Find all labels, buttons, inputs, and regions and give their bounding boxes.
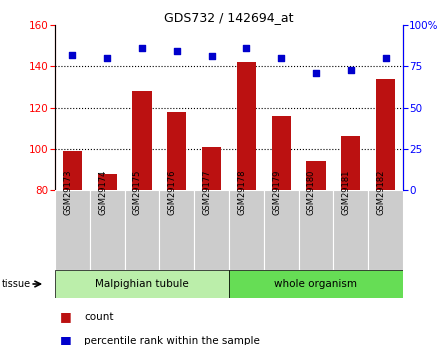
Bar <box>167 112 186 190</box>
Text: whole organism: whole organism <box>275 279 357 289</box>
Bar <box>237 62 256 190</box>
FancyBboxPatch shape <box>159 190 194 270</box>
Text: GSM29179: GSM29179 <box>272 170 281 215</box>
Bar <box>63 151 82 190</box>
FancyBboxPatch shape <box>333 190 368 270</box>
Text: GSM29177: GSM29177 <box>202 170 212 215</box>
Point <box>243 45 250 51</box>
Bar <box>271 116 291 190</box>
Text: ■: ■ <box>60 334 71 345</box>
Text: GSM29173: GSM29173 <box>63 170 73 215</box>
Bar <box>133 91 152 190</box>
Text: Malpighian tubule: Malpighian tubule <box>95 279 189 289</box>
Bar <box>229 270 403 298</box>
Bar <box>55 270 229 298</box>
Text: tissue: tissue <box>1 279 30 289</box>
Text: GSM29174: GSM29174 <box>98 170 107 215</box>
Text: GSM29182: GSM29182 <box>376 170 386 215</box>
Point <box>347 67 354 72</box>
FancyBboxPatch shape <box>264 190 299 270</box>
FancyBboxPatch shape <box>299 190 333 270</box>
Point <box>104 55 111 61</box>
Bar <box>202 147 221 190</box>
Title: GDS732 / 142694_at: GDS732 / 142694_at <box>164 11 294 24</box>
Text: GSM29181: GSM29181 <box>342 170 351 215</box>
Point <box>208 53 215 59</box>
FancyBboxPatch shape <box>55 190 90 270</box>
Bar <box>307 161 326 190</box>
FancyBboxPatch shape <box>194 190 229 270</box>
Point <box>312 70 320 76</box>
Text: GSM29175: GSM29175 <box>133 170 142 215</box>
Bar <box>97 174 117 190</box>
Point <box>69 52 76 58</box>
Text: count: count <box>84 312 113 322</box>
FancyBboxPatch shape <box>125 190 159 270</box>
Text: GSM29178: GSM29178 <box>237 170 247 215</box>
Point <box>173 49 180 54</box>
FancyBboxPatch shape <box>229 190 264 270</box>
Point <box>382 55 389 61</box>
Text: ■: ■ <box>60 310 71 323</box>
Bar <box>341 136 360 190</box>
Text: percentile rank within the sample: percentile rank within the sample <box>84 336 260 345</box>
Point <box>138 45 146 51</box>
Text: GSM29176: GSM29176 <box>168 170 177 215</box>
FancyBboxPatch shape <box>368 190 403 270</box>
Bar <box>376 79 395 190</box>
Text: GSM29180: GSM29180 <box>307 170 316 215</box>
FancyBboxPatch shape <box>90 190 125 270</box>
Point <box>278 55 285 61</box>
